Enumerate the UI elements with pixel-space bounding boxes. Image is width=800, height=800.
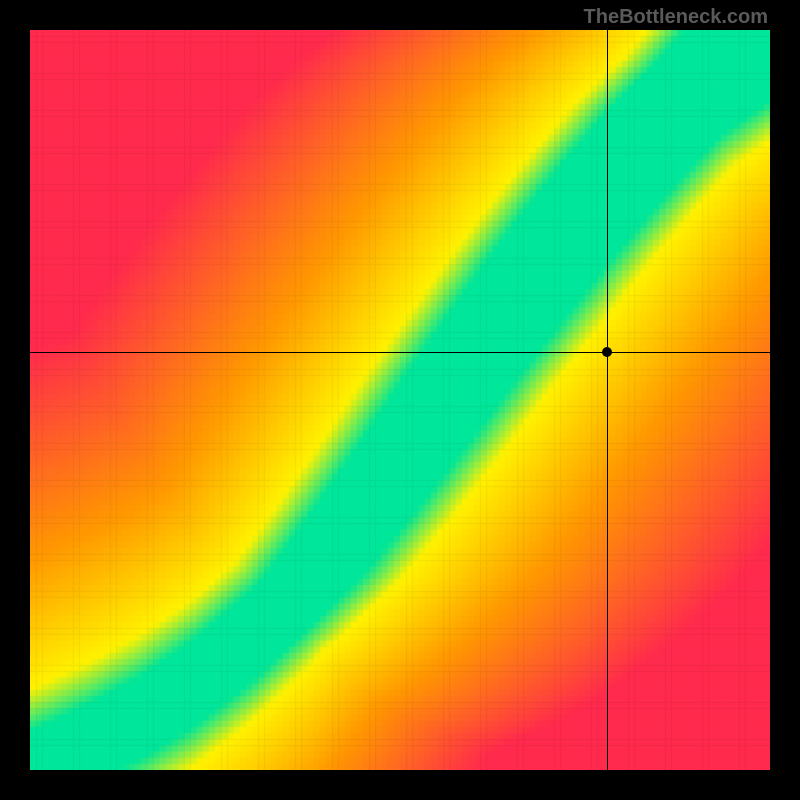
crosshair-horizontal bbox=[30, 352, 770, 353]
selected-point-marker bbox=[602, 347, 612, 357]
watermark-text: TheBottleneck.com bbox=[584, 6, 768, 29]
heatmap-canvas bbox=[30, 30, 770, 770]
bottleneck-heatmap bbox=[30, 30, 770, 770]
crosshair-vertical bbox=[607, 30, 608, 770]
